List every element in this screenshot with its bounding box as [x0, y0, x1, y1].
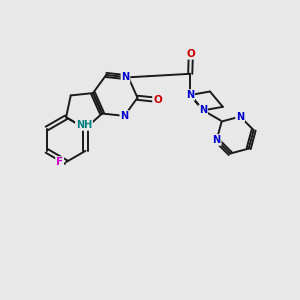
Text: NH: NH [76, 120, 92, 130]
Text: N: N [122, 72, 130, 82]
Text: N: N [199, 105, 207, 115]
Text: O: O [153, 95, 162, 105]
Text: O: O [186, 49, 195, 59]
Text: F: F [56, 157, 63, 167]
Text: N: N [236, 112, 244, 122]
Text: N: N [120, 111, 128, 121]
Text: N: N [186, 90, 194, 100]
Text: N: N [213, 135, 221, 145]
